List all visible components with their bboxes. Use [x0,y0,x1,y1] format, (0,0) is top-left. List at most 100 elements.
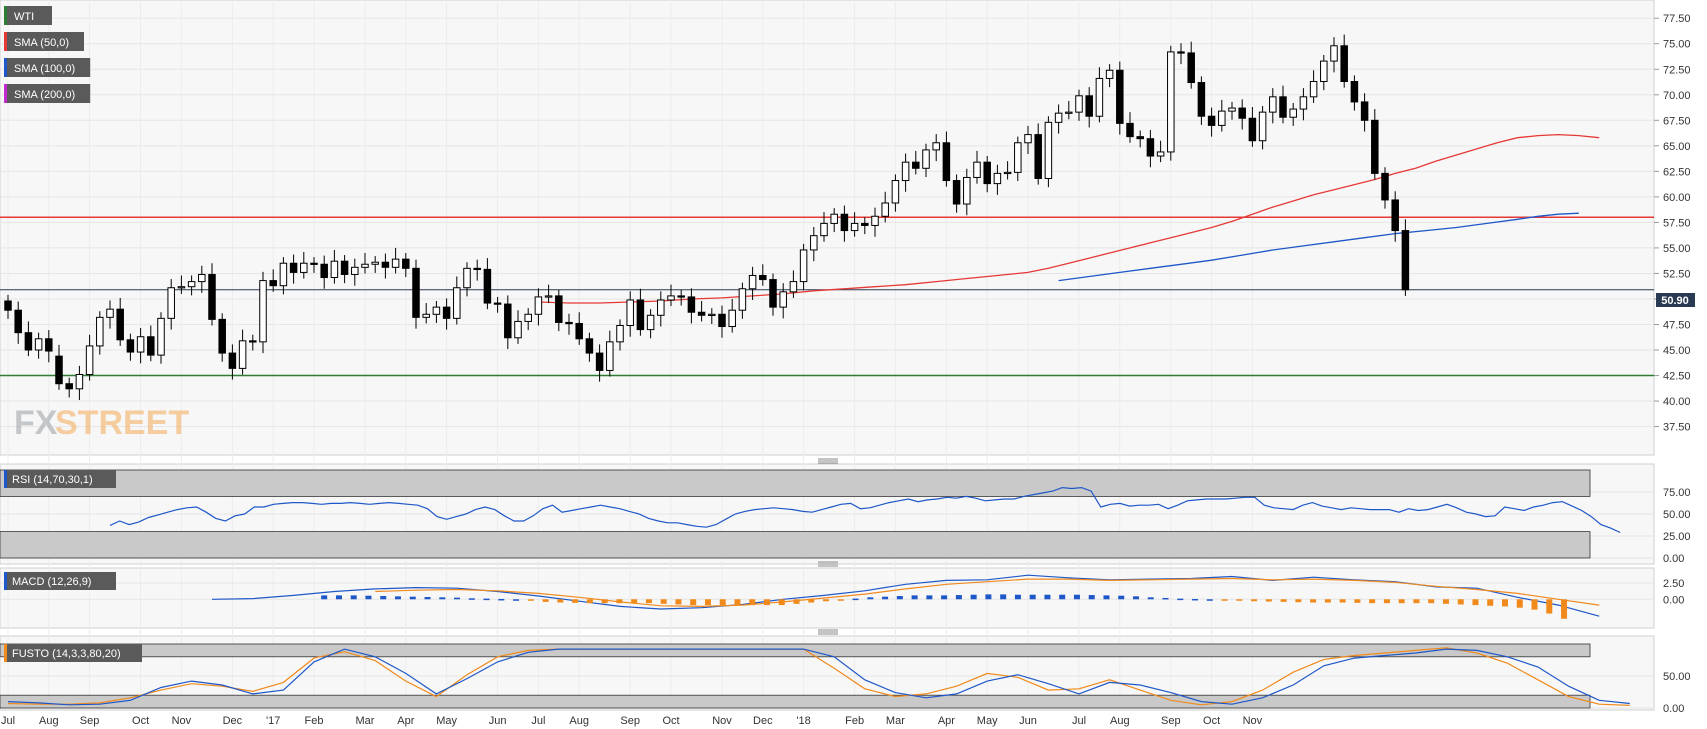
candle-up [1075,95,1083,113]
candle-down [1248,117,1257,142]
candle-down [381,261,390,268]
candle-down [24,332,33,351]
candle-up [1044,121,1053,179]
candle-down [912,161,920,169]
candle-down [677,295,685,298]
macd-histogram-bar [498,598,505,601]
legend: WTI SMA (50,0) SMA (100,0) SMA (200,0) [4,6,91,103]
candle-up [606,341,614,371]
candle-up [616,325,624,343]
candle-up [901,161,910,182]
macd-histogram-bar [321,595,328,600]
panel-resize-handle[interactable] [818,629,838,635]
month-label: Sep [620,715,640,727]
candle-down [840,213,849,232]
macd-lines [211,574,1600,619]
macd-histogram-bar [616,599,623,604]
month-label: Dec [753,715,773,727]
fusto-label[interactable]: FUSTO (14,3,3,80,20) [4,644,142,662]
macd-histogram-bar [1442,599,1449,604]
price-tick-label: 65.00 [1663,141,1691,153]
candle-up [1167,51,1175,153]
macd-histogram-bar [1236,599,1243,601]
macd-histogram-bar [1546,599,1553,614]
candle-up [1024,134,1032,144]
month-label: Oct [662,715,679,727]
panel-resize-handle[interactable] [818,458,838,464]
candle-down [1187,52,1195,84]
candle-down [952,180,961,205]
logo-street: STREET [55,404,189,442]
macd-histogram-bar [1073,594,1080,600]
candle-up [463,267,471,289]
month-label: Sep [80,715,100,727]
macd-histogram-bar [882,596,889,600]
macd-histogram-bar [557,599,564,603]
month-label: Oct [132,715,149,727]
candle-up [963,176,971,205]
indicator-tick-label: 2.50 [1663,578,1684,590]
macd-histogram-bar [424,597,431,600]
macd-histogram-bar [1457,599,1464,605]
month-label: Jun [489,715,507,727]
macd-histogram-bar [1280,599,1287,602]
candle-down [1197,82,1206,117]
price-tick-label: 37.50 [1663,422,1691,434]
candle-down [147,336,155,356]
macd-histogram-bar [1561,599,1568,619]
macd-histogram-bar [483,598,490,601]
month-label: Mar [886,715,905,727]
macd-histogram-bar [941,595,948,600]
candle-up [881,202,889,217]
candle-up [96,316,104,347]
macd-histogram-bar [601,599,608,604]
rsi-label[interactable]: RSI (14,70,30,1) [4,470,116,488]
rsi-bands [0,469,1591,559]
macd-histogram-bar [1487,599,1494,606]
candle-down [575,322,583,340]
legend-box [4,84,91,103]
candle-down [208,273,216,320]
candle-up [922,149,930,169]
month-label: Oct [1203,715,1220,727]
macd-histogram-bar [675,599,682,605]
macd-histogram-bar [409,596,416,600]
macd-histogram-bar [1339,599,1346,603]
candle-up [1299,96,1308,110]
macd-histogram-bar [1428,599,1435,604]
candle-down [595,352,604,371]
candle-down [769,279,777,308]
legend-box [4,6,52,25]
candle-down [861,222,869,226]
candle-down [116,308,124,341]
price-tick-label: 75.00 [1663,39,1691,51]
macd-histogram-bar [1413,599,1420,604]
macd-histogram-bar [1103,595,1110,600]
candle-down [1136,136,1144,140]
candle-up [799,249,808,283]
month-label: Sep [1161,715,1181,727]
candle-up [932,142,940,151]
price-tick-label: 55.00 [1663,243,1691,255]
macd-histogram-bar [1531,599,1538,610]
macd-histogram-bar [1162,597,1169,600]
candle-down [1350,81,1359,103]
macd-histogram-bar [527,599,534,601]
legend-label: WTI [14,11,34,23]
candle-down [983,161,991,185]
panel-resize-handle[interactable] [818,561,838,567]
candle-up [361,263,369,268]
macd-histogram-bar [704,599,711,606]
candle-down [1401,230,1410,291]
candle-down [1146,138,1155,157]
candle-up [728,309,736,328]
candle-up [820,222,828,237]
fusto-overbought-zone [0,643,1591,658]
macd-histogram-bar [1324,599,1331,603]
price-tick-label: 60.00 [1663,192,1691,204]
candle-up [75,374,84,390]
candle-up [657,299,665,316]
macd-label[interactable]: MACD (12,26,9) [4,572,116,590]
macd-histogram-bar [1088,595,1095,600]
month-label: Jul [531,715,545,727]
